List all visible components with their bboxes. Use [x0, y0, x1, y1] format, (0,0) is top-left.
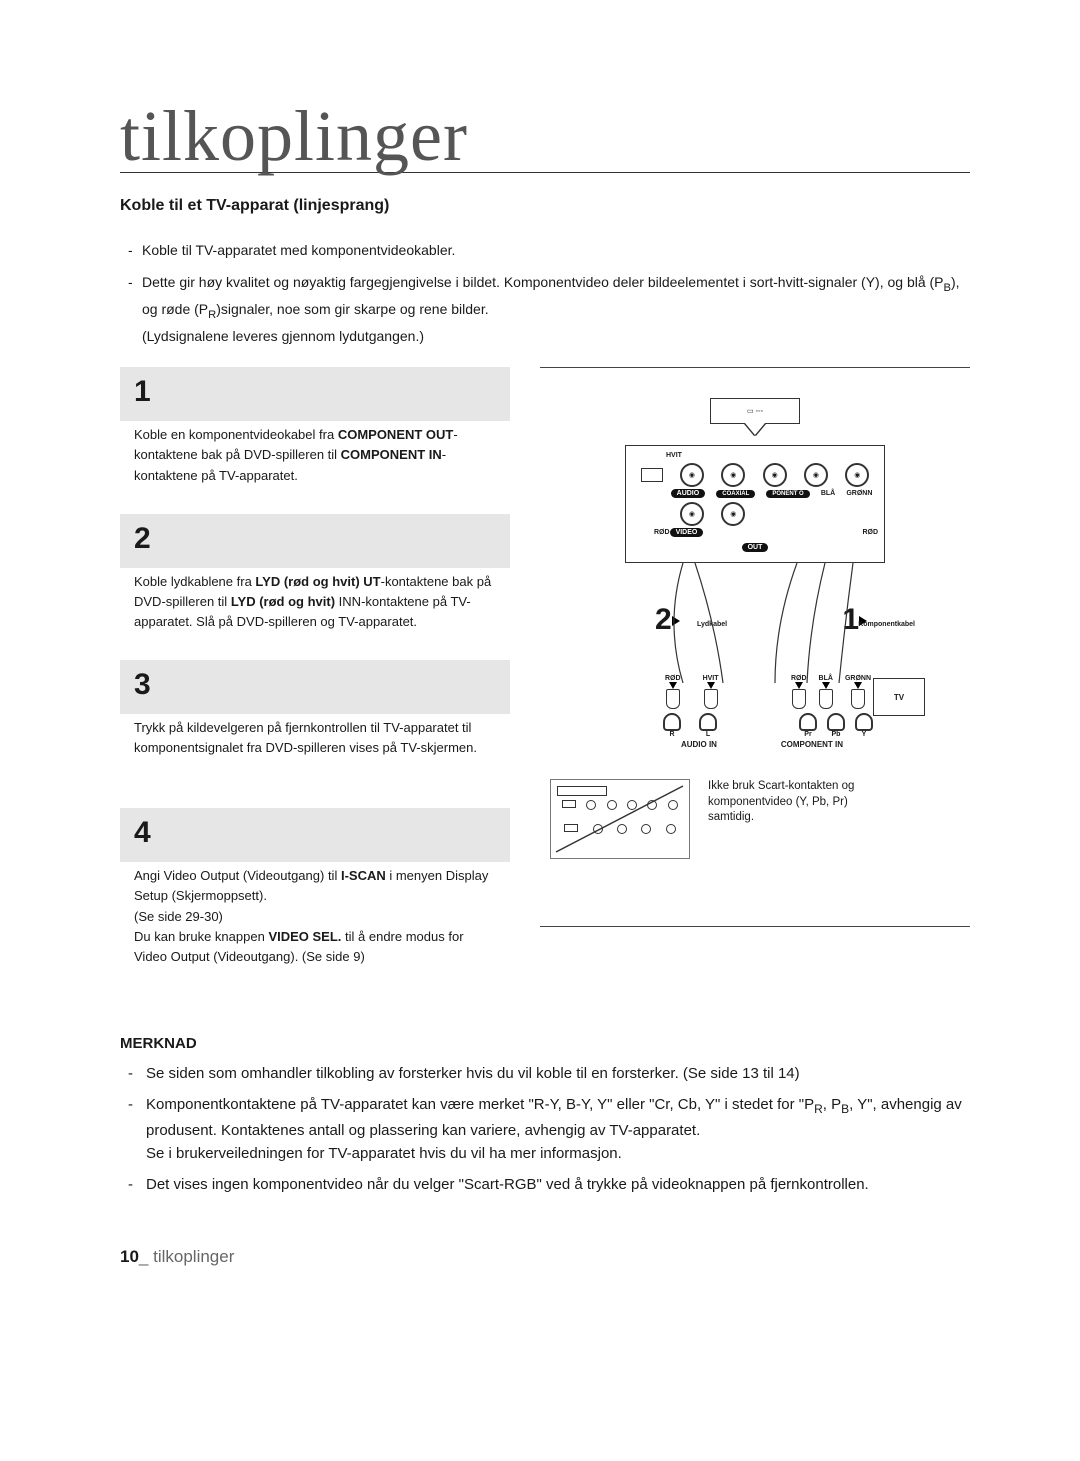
label-L: L — [706, 731, 710, 738]
label-red: RØD — [791, 675, 807, 682]
label-blue: BLÅ — [821, 490, 835, 497]
scart-warning-text: Ikke bruk Scart-kontakten og komponentvi… — [708, 779, 868, 826]
intro-item: Dette gir høy kvalitet og nøyaktig farge… — [128, 271, 970, 347]
step-body: Trykk på kildevelgeren på fjernkontrolle… — [120, 714, 510, 758]
step-body: Koble lydkablene fra LYD (rød og hvit) U… — [120, 568, 510, 632]
bottom-labels: AUDIO IN COMPONENT IN — [625, 740, 885, 749]
step-body: Angi Video Output (Videoutgang) til I-SC… — [120, 862, 510, 967]
label-component-out: PONENT O — [766, 490, 809, 498]
plug-icon — [663, 713, 681, 731]
cross-out-icon — [551, 780, 689, 858]
notes-title: MERKNAD — [120, 1035, 970, 1052]
note-item: Se siden som omhandler tilkobling av for… — [128, 1062, 970, 1085]
arrow-down-icon — [669, 682, 677, 689]
label-red: RØD — [703, 529, 878, 536]
component-pr-port: ◉ — [763, 463, 787, 487]
label-Y: Y — [862, 731, 867, 738]
plug-icon — [827, 713, 845, 731]
video-port: ◉ — [721, 502, 745, 526]
component-pb-port: ◉ — [804, 463, 828, 487]
plug-icon — [699, 713, 717, 731]
label-audio: AUDIO — [671, 489, 706, 498]
step-number: 4 — [134, 816, 496, 850]
pointer-icon — [745, 423, 765, 435]
plug-icon — [855, 713, 873, 731]
step-number: 3 — [134, 668, 496, 702]
label-blue: BLÅ — [819, 675, 833, 682]
intro-list: Koble til TV-apparatet med komponentvide… — [120, 239, 970, 347]
section-subtitle: Koble til et TV-apparat (linjesprang) — [120, 197, 970, 215]
scart-warning-block: Ikke bruk Scart-kontakten og komponentvi… — [550, 779, 970, 859]
step-1: 1 Koble en komponentvideokabel fra COMPO… — [120, 367, 510, 485]
step-number: 2 — [134, 522, 496, 556]
arrow-down-icon — [822, 682, 830, 689]
page-number: 10 — [120, 1247, 139, 1266]
label-white: HVIT — [632, 452, 878, 459]
label-R: R — [669, 731, 674, 738]
jack-icon — [851, 689, 865, 709]
label-component-in: COMPONENT IN — [781, 740, 843, 749]
tv-icon: TV — [873, 678, 925, 716]
label-white: HVIT — [703, 675, 719, 682]
arrow-down-icon — [795, 682, 803, 689]
label-out: OUT — [742, 543, 769, 552]
tv-inputs-row: R L Pr Pb Y TV — [625, 713, 885, 738]
step-4: 4 Angi Video Output (Videoutgang) til I-… — [120, 808, 510, 967]
audio-r-port: ◉ — [680, 502, 704, 526]
footer-sep: _ — [139, 1247, 153, 1266]
label-red: RØD — [665, 675, 681, 682]
dvd-player-icon: ▭ ◦◦◦ — [710, 398, 800, 424]
step-number: 1 — [134, 375, 496, 409]
arrow-down-icon — [707, 682, 715, 689]
jack-icon — [792, 689, 806, 709]
plug-icon — [799, 713, 817, 731]
notes-list: Se siden som omhandler tilkobling av for… — [120, 1062, 970, 1197]
steps-column: 1 Koble en komponentvideokabel fra COMPO… — [120, 367, 510, 995]
cable-area: 2 Lydkabel 1 Komponentkabel RØD HV — [625, 563, 885, 713]
label-green: GRØNN — [845, 675, 871, 682]
step-3: 3 Trykk på kildevelgeren på fjernkontrol… — [120, 660, 510, 758]
coaxial-port: ◉ — [721, 463, 745, 487]
label-audio-in: AUDIO IN — [681, 740, 717, 749]
label-green: GRØNN — [846, 490, 872, 497]
jack-icon — [704, 689, 718, 709]
label-coaxial: COAXIAL — [716, 490, 755, 498]
label-red: RØD — [654, 529, 670, 536]
jack-icon — [819, 689, 833, 709]
page-title: tilkoplinger — [120, 100, 970, 173]
page-footer: 10_ tilkoplinger — [120, 1247, 970, 1267]
label-video: VIDEO — [670, 528, 704, 537]
diagram-column: ▭ ◦◦◦ HVIT ◉ ◉ ◉ ◉ ◉ — [540, 367, 970, 927]
intro-item: Koble til TV-apparatet med komponentvide… — [128, 239, 970, 261]
arrow-down-icon — [854, 682, 862, 689]
connection-diagram: ▭ ◦◦◦ HVIT ◉ ◉ ◉ ◉ ◉ — [540, 398, 970, 859]
step-2: 2 Koble lydkablene fra LYD (rød og hvit)… — [120, 514, 510, 632]
scart-port-icon — [641, 468, 663, 482]
page: tilkoplinger Koble til et TV-apparat (li… — [0, 0, 1080, 1327]
label-Pr: Pr — [804, 731, 811, 738]
audio-l-port: ◉ — [680, 463, 704, 487]
label-Pb: Pb — [832, 731, 841, 738]
dvd-back-panel: HVIT ◉ ◉ ◉ ◉ ◉ AUDIO COAXIAL — [625, 445, 885, 563]
jack-icon — [666, 689, 680, 709]
scart-crossout-diagram — [550, 779, 690, 859]
note-item: Det vises ingen komponentvideo når du ve… — [128, 1173, 970, 1196]
footer-section: tilkoplinger — [153, 1247, 234, 1266]
note-item: Komponentkontaktene på TV-apparatet kan … — [128, 1093, 970, 1165]
two-column-layout: 1 Koble en komponentvideokabel fra COMPO… — [120, 367, 970, 995]
intro-text-2: Dette gir høy kvalitet og nøyaktig farge… — [142, 274, 960, 343]
component-y-port: ◉ — [845, 463, 869, 487]
step-body: Koble en komponentvideokabel fra COMPONE… — [120, 421, 510, 485]
